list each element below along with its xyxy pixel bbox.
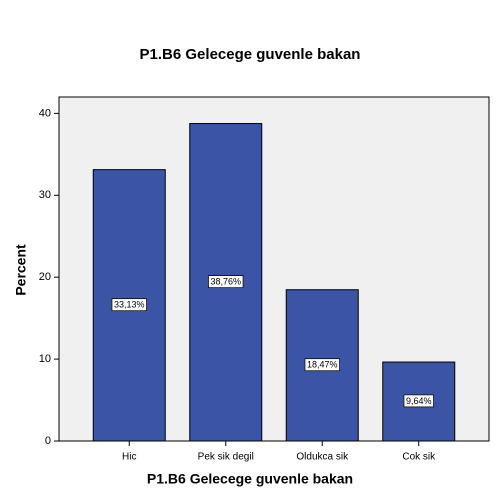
y-tick-label: 10 [39,353,51,365]
y-tick-label: 20 [39,271,51,283]
x-tick-label: Cok sik [402,452,436,463]
data-label-box [403,394,434,408]
data-label-box [304,358,340,372]
y-tick-label: 30 [39,189,51,201]
data-label-box [111,298,147,312]
x-tick-label: Pek sik degil [198,452,254,463]
y-axis-label: Percent [13,244,29,296]
chart-title: P1.B6 Gelecege guvenle bakan [140,46,361,63]
data-label: 9,64% [406,396,432,406]
y-tick-label: 40 [39,107,51,119]
data-label-box [208,275,244,288]
y-tick-label: 0 [45,435,51,447]
data-label: 33,13% [114,300,145,310]
data-label: 18,47% [307,360,338,370]
x-tick-label: Oldukca sik [296,452,349,463]
x-tick-label: Hic [122,452,136,463]
data-label: 38,76% [210,277,241,287]
x-axis-label: P1.B6 Gelecege guvenle bakan [147,471,353,487]
